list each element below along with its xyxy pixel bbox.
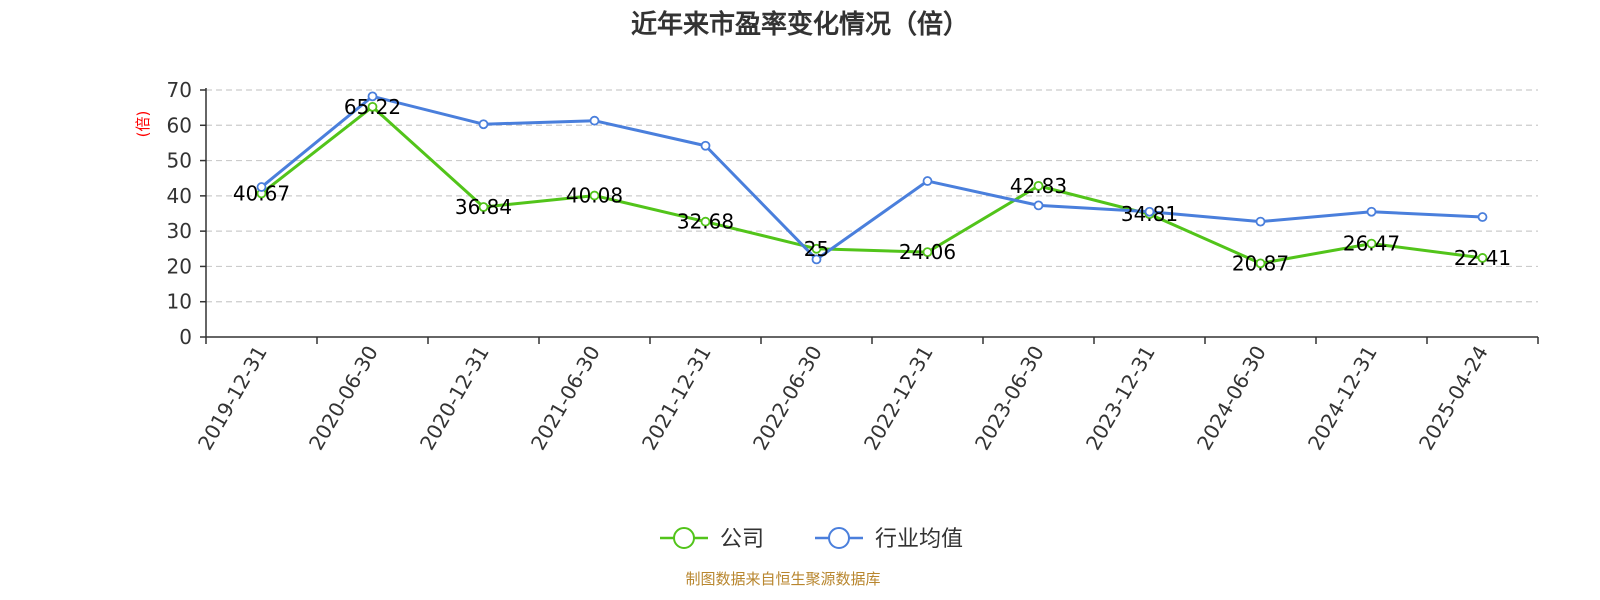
x-tick-label: 2022-06-30 <box>748 342 827 455</box>
data-label: 32.68 <box>677 210 734 234</box>
data-label: 34.81 <box>1121 202 1178 226</box>
data-point[interactable] <box>1366 206 1377 217</box>
y-tick-label: 70 <box>167 78 192 102</box>
source-note: 制图数据来自恒生聚源数据库 <box>685 570 880 588</box>
data-point[interactable] <box>367 91 378 102</box>
y-tick-label: 0 <box>179 325 192 349</box>
legend-item[interactable]: 公司 <box>660 527 764 552</box>
data-point[interactable] <box>1255 258 1266 269</box>
data-point[interactable] <box>1033 180 1044 191</box>
series-line <box>260 94 1483 261</box>
y-tick-label: 20 <box>167 254 192 278</box>
data-point[interactable] <box>1144 206 1155 217</box>
x-tick-label: 2021-06-30 <box>526 342 605 455</box>
x-tick-label: 2024-12-31 <box>1303 342 1382 455</box>
x-tick-label: 2022-12-31 <box>859 342 938 455</box>
data-point[interactable] <box>1366 238 1377 249</box>
data-point[interactable] <box>922 247 933 258</box>
y-axis-label: (倍) <box>134 111 152 138</box>
data-point[interactable] <box>1477 253 1488 263</box>
data-point[interactable] <box>589 115 600 126</box>
data-point[interactable] <box>811 254 822 265</box>
legend-marker <box>673 527 695 549</box>
series-lines <box>256 91 1488 269</box>
data-point[interactable] <box>700 216 711 227</box>
y-tick-label: 10 <box>167 290 192 314</box>
data-label: 42.83 <box>1010 174 1067 198</box>
data-point[interactable] <box>478 202 489 212</box>
y-tick-label: 50 <box>167 149 192 173</box>
y-tick-label: 60 <box>167 113 192 137</box>
x-tick-label: 2020-06-30 <box>304 342 383 455</box>
x-tick-label: 2020-12-31 <box>415 342 494 455</box>
data-label: 24.06 <box>899 240 956 264</box>
y-tick-label: 30 <box>167 219 192 243</box>
data-point[interactable] <box>367 101 378 112</box>
data-point[interactable] <box>589 190 600 201</box>
x-tick-label: 2021-12-31 <box>637 342 716 455</box>
legend-label: 公司 <box>720 527 764 552</box>
legend-marker <box>828 527 850 549</box>
legend[interactable]: 公司 行业均值 <box>660 527 963 552</box>
data-labels: 40.67 65.22 36.84 40.08 32.68 25 24.06 42.83 34.… <box>233 95 1511 275</box>
x-tick-label: 2024-06-30 <box>1192 342 1271 455</box>
data-label: 22.41 <box>1454 246 1511 270</box>
data-label: 26.47 <box>1343 232 1400 256</box>
x-tick-label: 2023-12-31 <box>1081 342 1160 455</box>
data-point[interactable] <box>1033 200 1044 211</box>
data-point[interactable] <box>700 140 711 151</box>
grid-lines <box>206 89 1538 303</box>
data-point[interactable] <box>1255 216 1266 227</box>
x-tick-label: 2019-12-31 <box>193 342 272 455</box>
data-point[interactable] <box>811 243 822 254</box>
data-label: 36.84 <box>455 195 512 219</box>
legend-label: 行业均值 <box>875 527 963 552</box>
data-point[interactable] <box>256 182 267 192</box>
x-tick-label: 2023-06-30 <box>970 342 1049 455</box>
legend-item[interactable]: 行业均值 <box>815 527 963 552</box>
data-point[interactable] <box>1477 212 1488 222</box>
data-label: 40.08 <box>566 184 623 208</box>
data-point[interactable] <box>922 176 933 186</box>
y-tick-label: 40 <box>167 184 192 208</box>
data-label: 25 <box>804 237 829 261</box>
data-point[interactable] <box>478 119 489 130</box>
axes: 0 10 20 30 40 50 60 70 2019-12-31 2020-06-30 2020-… <box>167 78 1539 455</box>
data-label: 20.87 <box>1232 251 1289 275</box>
series-line <box>260 105 1483 265</box>
data-label: 65.22 <box>344 95 401 119</box>
x-tick-label: 2025-04-24 <box>1414 342 1493 455</box>
data-label: 40.67 <box>233 181 290 205</box>
chart-title: 近年来市盈率变化情况（倍） <box>631 9 969 40</box>
